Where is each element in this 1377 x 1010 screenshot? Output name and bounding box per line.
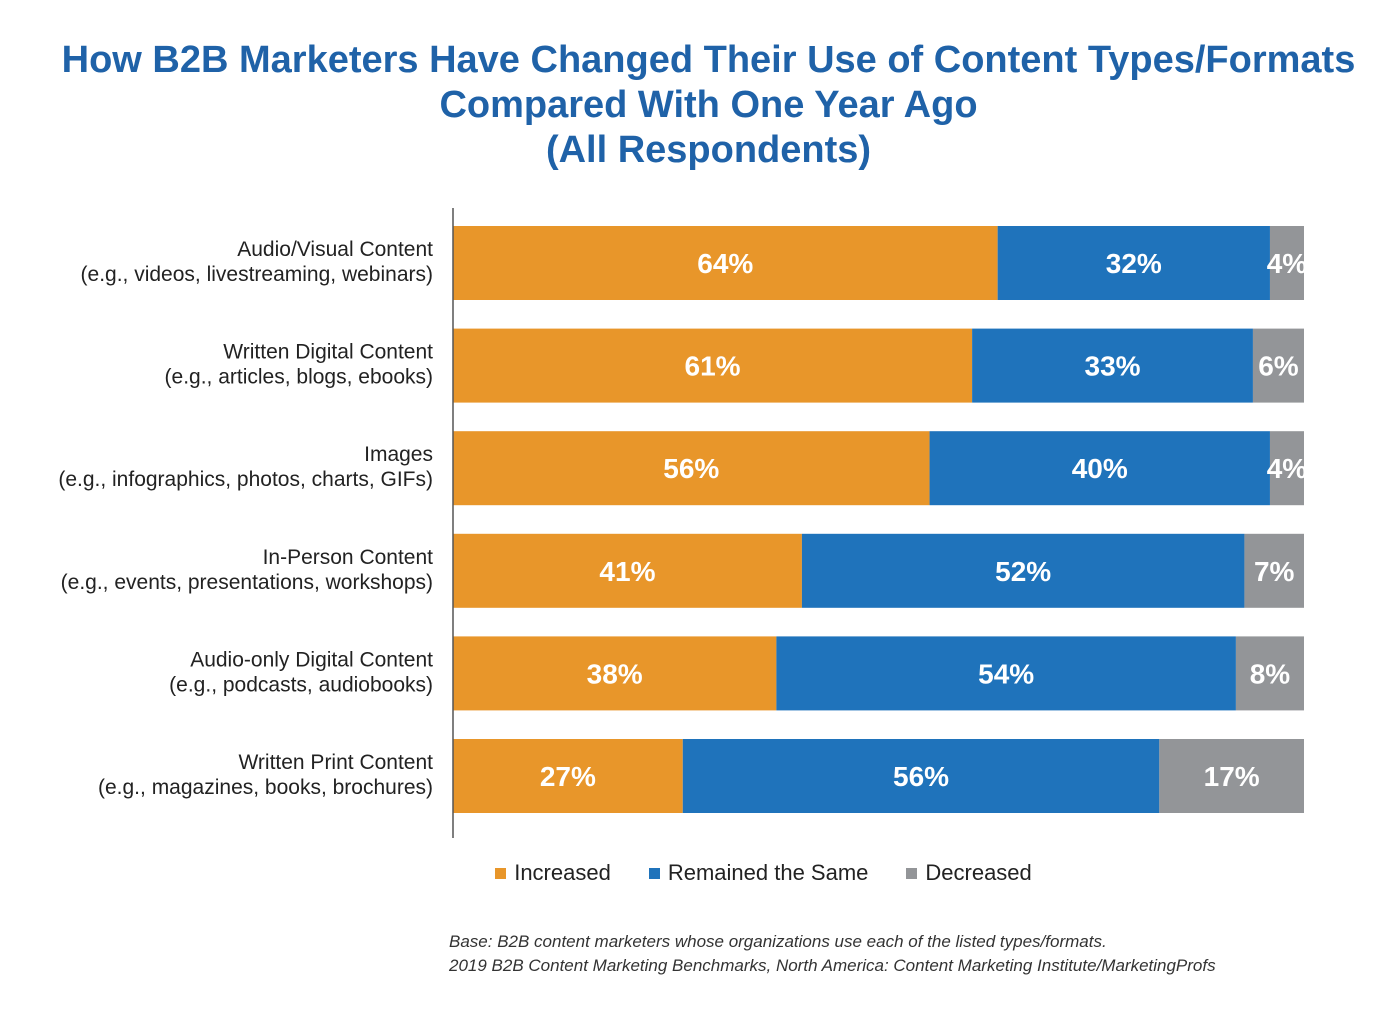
bar-decreased-6 xyxy=(1159,739,1304,813)
data-label-increased-3: 56% xyxy=(663,453,719,484)
data-label-increased-1: 64% xyxy=(697,248,753,279)
category-label-5: Audio-only Digital Content xyxy=(190,648,433,671)
chart-legend: Increased Remained the Same Decreased xyxy=(0,860,1377,886)
data-label-remained-the-same-3: 40% xyxy=(1072,453,1128,484)
legend-item-increased: Increased xyxy=(495,860,611,886)
legend-swatch-decreased xyxy=(906,867,918,879)
legend-swatch-remained-the-same xyxy=(648,867,660,879)
category-sublabel-4: (e.g., events, presentations, workshops) xyxy=(61,571,433,594)
bar-decreased-2 xyxy=(1252,328,1304,403)
bar-increased-3 xyxy=(453,431,930,506)
category-sublabel-2: (e.g., articles, blogs, ebooks) xyxy=(165,366,433,389)
bar-decreased-3 xyxy=(1269,431,1304,506)
data-label-decreased-6: 17% xyxy=(1204,761,1260,792)
legend-item-remained-the-same: Remained the Same xyxy=(648,860,869,886)
bar-remained-the-same-5 xyxy=(776,636,1236,711)
bar-remained-the-same-3 xyxy=(929,431,1270,506)
legend-swatch-increased xyxy=(495,867,507,879)
chart-title-line-3: (All Respondents) xyxy=(545,129,872,171)
chart-title-line-1: How B2B Marketers Have Changed Their Use… xyxy=(61,39,1356,81)
category-sublabel-3: (e.g., infographics, photos, charts, GIF… xyxy=(58,468,433,491)
data-label-remained-the-same-4: 52% xyxy=(995,556,1051,587)
data-label-remained-the-same-2: 33% xyxy=(1085,351,1141,382)
data-label-decreased-2: 6% xyxy=(1258,351,1299,382)
bar-remained-the-same-2 xyxy=(972,328,1253,403)
category-sublabel-6: (e.g., magazines, books, brochures) xyxy=(98,776,433,799)
data-label-increased-4: 41% xyxy=(599,556,655,587)
bar-remained-the-same-1 xyxy=(997,226,1270,300)
footnote-base: Base: B2B content marketers whose organi… xyxy=(449,932,1107,951)
chart-footnote: Base: B2B content marketers whose organi… xyxy=(449,930,1216,978)
data-label-decreased-1: 4% xyxy=(1267,248,1308,279)
bar-decreased-5 xyxy=(1235,636,1304,711)
legend-label-decreased: Decreased xyxy=(925,860,1032,885)
category-label-1: Audio/Visual Content xyxy=(237,238,433,261)
chart-title-line-2: Compared With One Year Ago xyxy=(439,84,978,126)
data-label-remained-the-same-1: 32% xyxy=(1106,248,1162,279)
bar-increased-4 xyxy=(453,533,802,608)
category-label-6: Written Print Content xyxy=(238,751,433,774)
bar-increased-1 xyxy=(453,226,998,300)
data-label-remained-the-same-6: 56% xyxy=(893,761,949,792)
bar-decreased-1 xyxy=(1269,226,1304,300)
data-label-decreased-4: 7% xyxy=(1254,556,1295,587)
data-label-increased-6: 27% xyxy=(540,761,596,792)
category-label-2: Written Digital Content xyxy=(223,341,433,364)
footnote-source: 2019 B2B Content Marketing Benchmarks, N… xyxy=(449,956,1216,975)
data-label-decreased-3: 4% xyxy=(1267,453,1308,484)
bar-increased-5 xyxy=(453,636,777,711)
bar-increased-6 xyxy=(453,739,683,813)
data-label-remained-the-same-5: 54% xyxy=(978,658,1034,689)
data-label-decreased-5: 8% xyxy=(1250,658,1291,689)
legend-label-remained-the-same: Remained the Same xyxy=(667,860,869,885)
bar-decreased-4 xyxy=(1244,533,1304,608)
category-label-3: Images xyxy=(364,443,433,466)
category-sublabel-5: (e.g., podcasts, audiobooks) xyxy=(169,673,433,696)
data-label-increased-2: 61% xyxy=(685,351,741,382)
bar-remained-the-same-6 xyxy=(682,739,1160,813)
category-label-4: In-Person Content xyxy=(263,546,434,569)
bar-increased-2 xyxy=(453,328,973,403)
chart-title: How B2B Marketers Have Changed Their Use… xyxy=(20,38,1377,173)
bar-remained-the-same-4 xyxy=(801,533,1245,608)
legend-label-increased: Increased xyxy=(514,860,611,885)
category-sublabel-1: (e.g., videos, livestreaming, webinars) xyxy=(81,263,433,286)
data-label-increased-5: 38% xyxy=(587,658,643,689)
legend-item-decreased: Decreased xyxy=(906,860,1032,886)
